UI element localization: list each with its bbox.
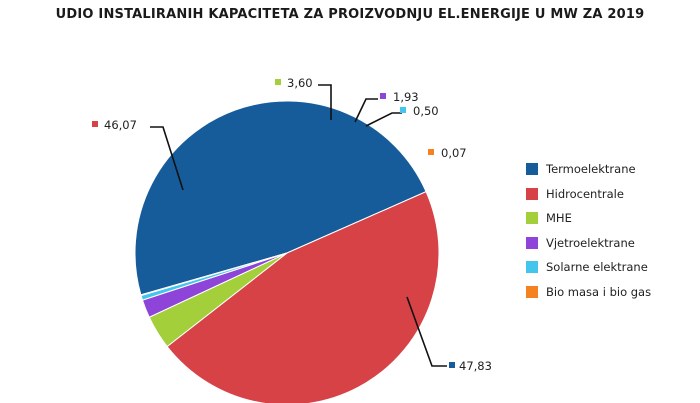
leader-line xyxy=(150,126,184,191)
leader-line xyxy=(365,112,402,127)
legend-item-mhe: MHE xyxy=(526,206,651,231)
pie-slice-termoelektrane xyxy=(134,100,427,296)
legend-item-bio-masa: Bio masa i bio gas xyxy=(526,280,651,305)
data-label: 0,50 xyxy=(413,104,439,118)
legend-label: Hidrocentrale xyxy=(546,186,624,201)
legend-swatch xyxy=(526,212,538,225)
data-label: 47,83 xyxy=(459,359,492,373)
legend-item-solarne-elektrane: Solarne elektrane xyxy=(526,255,651,280)
legend-label: Bio masa i bio gas xyxy=(546,284,652,299)
data-label-marker xyxy=(400,107,406,113)
legend-swatch xyxy=(526,163,538,176)
legend-item-termoelektrane: Termoelektrane xyxy=(526,157,651,182)
pie-slice-hidrocentrale xyxy=(166,190,440,403)
data-label-marker xyxy=(380,93,386,99)
pie-slice-bio-masa-i-bio-gas xyxy=(140,252,288,297)
chart-title: UDIO INSTALIRANIH KAPACITETA ZA PROIZVOD… xyxy=(55,7,645,22)
legend-label: MHE xyxy=(546,211,572,226)
leader-line xyxy=(406,296,447,367)
legend: Termoelektrane Hidrocentrale MHE Vjetroe… xyxy=(526,157,651,304)
legend-item-hidrocentrale: Hidrocentrale xyxy=(526,182,651,207)
leader-line xyxy=(318,84,332,120)
data-label: 1,93 xyxy=(393,90,419,104)
data-label: 3,60 xyxy=(287,76,313,90)
data-label-marker xyxy=(92,121,98,127)
data-label: 0,07 xyxy=(441,146,467,160)
data-label-marker xyxy=(449,362,455,368)
data-label-marker xyxy=(428,149,434,155)
legend-swatch xyxy=(526,187,538,200)
legend-label: Vjetroelektrane xyxy=(546,235,635,250)
data-label: 46,07 xyxy=(104,118,137,132)
legend-label: Solarne elektrane xyxy=(546,260,648,275)
leader-line xyxy=(354,98,378,123)
legend-label: Termoelektrane xyxy=(546,162,636,177)
legend-swatch xyxy=(526,261,538,274)
legend-item-vjetroelektrane: Vjetroelektrane xyxy=(526,231,651,256)
legend-swatch xyxy=(526,236,538,249)
data-label-marker xyxy=(275,79,281,85)
legend-swatch xyxy=(526,285,538,298)
